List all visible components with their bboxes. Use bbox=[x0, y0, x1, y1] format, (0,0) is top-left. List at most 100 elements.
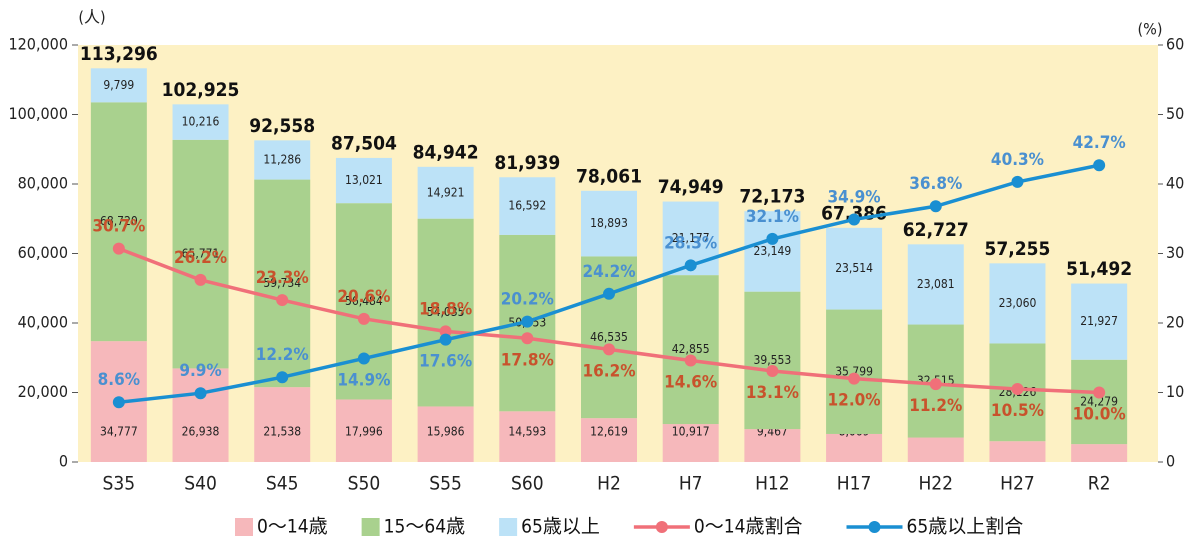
bar-segment bbox=[254, 179, 311, 388]
line-point bbox=[684, 259, 697, 272]
line-value-label: 11.2% bbox=[909, 396, 962, 416]
x-tick-label: S60 bbox=[511, 473, 544, 495]
line-value-label: 42.7% bbox=[1073, 133, 1126, 153]
bar-value-label: 23,081 bbox=[917, 277, 955, 291]
bar-segment bbox=[581, 190, 637, 257]
y-tick-label: 20,000 bbox=[18, 382, 68, 401]
bar-segment bbox=[172, 139, 229, 369]
bar-segment bbox=[1071, 359, 1128, 445]
bar-segment bbox=[90, 102, 147, 342]
line-point bbox=[521, 315, 534, 328]
bar-value-label: 46,535 bbox=[590, 330, 628, 344]
legend-label: 65歳以上 bbox=[521, 516, 600, 538]
bar-value-label: 54,035 bbox=[427, 305, 465, 319]
total-label: 74,949 bbox=[658, 176, 724, 198]
bar-value-label: 35,799 bbox=[835, 364, 873, 378]
line-point bbox=[194, 273, 207, 286]
bar-segment bbox=[744, 429, 801, 462]
y-tick-label: 120,000 bbox=[8, 35, 68, 54]
y2-tick-label: 40 bbox=[1166, 174, 1184, 193]
x-tick-label: H12 bbox=[755, 473, 790, 495]
line-point bbox=[603, 287, 615, 300]
line-value-label: 40.3% bbox=[991, 150, 1044, 170]
line-value-label: 10.5% bbox=[991, 401, 1044, 421]
total-label: 72,173 bbox=[739, 186, 805, 208]
bar-value-label: 26,938 bbox=[182, 425, 220, 439]
x-tick-label: S45 bbox=[266, 473, 299, 495]
line-value-label: 16.2% bbox=[582, 361, 635, 381]
total-label: 87,504 bbox=[331, 132, 397, 154]
bar-segment bbox=[744, 211, 801, 292]
y-tick-label: 0 bbox=[59, 452, 68, 471]
x-tick-label: H17 bbox=[837, 473, 872, 495]
line-point bbox=[276, 371, 289, 384]
bar-segment bbox=[907, 437, 964, 462]
bar-segment bbox=[335, 203, 392, 400]
total-label: 51,492 bbox=[1066, 258, 1132, 280]
line-point bbox=[766, 232, 779, 245]
bar-value-label: 11,286 bbox=[263, 152, 301, 166]
bar-segment bbox=[90, 68, 147, 103]
bar-segment bbox=[907, 244, 964, 325]
line-value-label: 23.3% bbox=[256, 268, 309, 288]
total-label: 81,939 bbox=[494, 152, 560, 174]
line-value-label: 13.1% bbox=[746, 383, 799, 403]
line-point bbox=[684, 354, 697, 367]
line-value-label: 30.7% bbox=[92, 217, 145, 237]
bar-segment bbox=[581, 418, 637, 462]
bar-value-label: 68,720 bbox=[100, 214, 138, 228]
total-label: 67,386 bbox=[821, 202, 887, 224]
x-tick-label: H7 bbox=[679, 473, 703, 495]
line-value-label: 12.0% bbox=[828, 391, 881, 411]
bar-value-label: 23,060 bbox=[999, 296, 1037, 310]
line-point bbox=[357, 312, 370, 325]
bar-value-label: 24,279 bbox=[1080, 394, 1118, 408]
x-tick-label: R2 bbox=[1088, 473, 1111, 495]
line-value-label: 36.8% bbox=[909, 174, 962, 194]
x-tick-label: H22 bbox=[918, 473, 953, 495]
line-point bbox=[848, 372, 861, 385]
x-tick-label: S50 bbox=[348, 473, 381, 495]
line-value-label: 17.8% bbox=[501, 350, 554, 370]
bar-segment bbox=[254, 140, 311, 180]
legend-label: 0～14歳割合 bbox=[694, 516, 803, 538]
bar-segment bbox=[172, 368, 229, 462]
line-value-label: 14.6% bbox=[664, 373, 717, 393]
line-point bbox=[766, 364, 779, 377]
bar-segment bbox=[581, 256, 637, 419]
total-label: 92,558 bbox=[249, 115, 315, 137]
y2-tick-label: 60 bbox=[1166, 35, 1184, 54]
bar-segment bbox=[826, 309, 883, 434]
total-label: 78,061 bbox=[576, 165, 642, 187]
total-label: 113,296 bbox=[80, 43, 158, 65]
bar-value-label: 14,921 bbox=[427, 185, 465, 199]
line-value-label: 12.2% bbox=[256, 345, 309, 365]
bar-value-label: 65,771 bbox=[182, 247, 220, 261]
bar-segment bbox=[254, 387, 311, 462]
line-point bbox=[439, 333, 452, 346]
bar-value-label: 14,593 bbox=[508, 425, 546, 439]
bar-value-label: 17,996 bbox=[345, 425, 383, 439]
total-label: 102,925 bbox=[162, 79, 240, 101]
line-value-label: 10.0% bbox=[1073, 405, 1126, 425]
bar-value-label: 39,553 bbox=[754, 353, 792, 367]
bar-value-label: 15,986 bbox=[427, 425, 465, 439]
line-point bbox=[848, 213, 861, 226]
bar-value-label: 21,177 bbox=[672, 231, 710, 245]
line-point bbox=[929, 200, 942, 213]
line-value-label: 18.8% bbox=[419, 299, 472, 319]
line-point bbox=[1011, 175, 1024, 188]
line-point bbox=[194, 387, 207, 400]
bar-segment bbox=[499, 177, 556, 235]
bar-value-label: 10,216 bbox=[182, 115, 220, 129]
bar-value-label: 21,538 bbox=[263, 425, 301, 439]
y-tick-label: 60,000 bbox=[18, 243, 68, 262]
bar-segment bbox=[1071, 283, 1128, 360]
bar-value-label: 10,917 bbox=[672, 425, 710, 439]
line-point bbox=[1011, 383, 1024, 396]
x-tick-label: S55 bbox=[429, 473, 462, 495]
line-point bbox=[439, 325, 452, 338]
y2-tick-label: 0 bbox=[1166, 452, 1175, 471]
line-value-label: 9.9% bbox=[179, 361, 221, 381]
legend-swatch bbox=[499, 518, 518, 536]
